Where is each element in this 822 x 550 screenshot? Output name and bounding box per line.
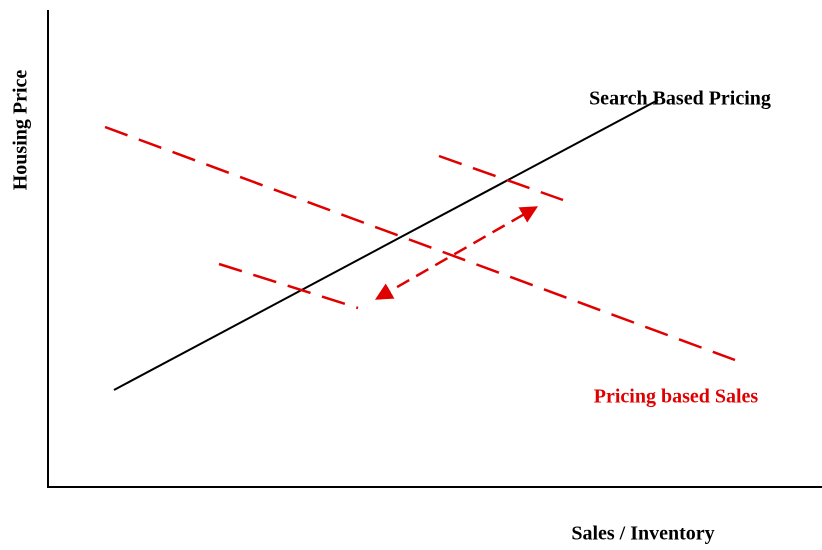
pricing-sales-line [104, 125, 736, 362]
shift-arrow [374, 206, 539, 300]
y-axis-label: Housing Price [10, 70, 32, 191]
shifted-line-upper [438, 154, 564, 202]
search-pricing-line [113, 99, 659, 391]
x-axis-label: Sales / Inventory [571, 523, 714, 545]
shifted-line-lower [218, 262, 359, 310]
black-line-label: Search Based Pricing [589, 88, 771, 110]
red-line-label: Pricing based Sales [594, 386, 759, 408]
